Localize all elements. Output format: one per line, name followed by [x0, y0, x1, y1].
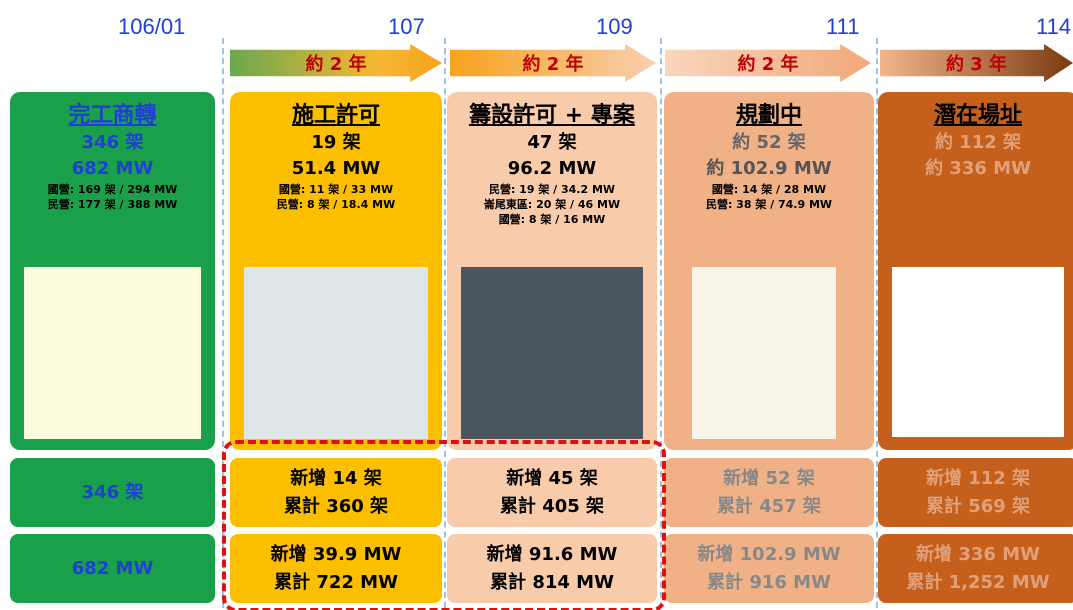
- year-label: 109: [596, 14, 633, 39]
- stage-card: 籌設許可 + 專案 47 架 96.2 MW 民營: 19 架 / 34.2 MW 崙尾…: [447, 92, 657, 450]
- stage-image: [892, 267, 1064, 437]
- highlight-frame: [222, 440, 666, 610]
- year-label: 107: [388, 14, 425, 39]
- stage-units: 19 架: [311, 132, 361, 153]
- divider: [876, 38, 878, 608]
- mw-line: 累計 814 MW: [490, 571, 614, 593]
- stage-detail: 民營: 177 架 / 388 MW: [47, 198, 178, 211]
- arrow: 約 3 年: [880, 44, 1073, 82]
- divider: [444, 38, 446, 608]
- stage-title: 籌設許可 + 專案: [469, 103, 635, 128]
- mw-line: 新增 102.9 MW: [697, 543, 841, 565]
- mw-line: 累計 1,252 MW: [906, 571, 1050, 593]
- divider: [660, 38, 662, 608]
- units-row-cell: 新增 45 架累計 405 架: [447, 458, 657, 527]
- units-line: 346 架: [81, 481, 144, 503]
- mw-row-cell: 682 MW: [10, 534, 215, 603]
- stage-card: 規劃中約 52 架約 102.9 MW 國營: 14 架 / 28 MW 民營: 3…: [664, 92, 874, 450]
- mw-line: 累計 916 MW: [707, 571, 831, 593]
- stage-detail: 國營: 8 架 / 16 MW: [498, 213, 606, 226]
- stage-mw: 51.4 MW: [291, 158, 381, 179]
- stage-units: 約 52 架: [732, 132, 806, 153]
- stage-title: 施工許可: [291, 103, 380, 128]
- arrow: 約 2 年: [450, 44, 656, 82]
- stage-mw: 96.2 MW: [507, 158, 597, 179]
- stage-detail: 民營: 8 架 / 18.4 MW: [276, 198, 396, 211]
- stage-detail: 國營: 169 架 / 294 MW: [47, 183, 178, 196]
- stage-card: 完工商轉 346 架 682 MW 國營: 169 架 / 294 MW 民營: 177…: [10, 92, 215, 450]
- mw-line: 新增 336 MW: [916, 543, 1040, 565]
- stage-units: 346 架: [81, 132, 144, 153]
- stage-image: [461, 267, 643, 439]
- stage-mw: 682 MW: [71, 158, 154, 179]
- mw-line: 682 MW: [71, 557, 154, 579]
- stage-card: 施工許可 19 架 51.4 MW 國營: 11 架 / 33 MW 民營: 8 架 /…: [230, 92, 442, 450]
- stage-detail: 民營: 38 架 / 74.9 MW: [705, 198, 833, 211]
- stage-image: [692, 267, 836, 439]
- mw-line: 新增 39.9 MW: [270, 543, 402, 565]
- units-line: 新增 14 架: [290, 467, 382, 489]
- year-label: 106/01: [118, 14, 186, 39]
- stage-detail: 崙尾東區: 20 架 / 46 MW: [483, 198, 621, 211]
- stage-detail: 民營: 19 架 / 34.2 MW: [488, 183, 616, 196]
- stage-detail: 國營: 14 架 / 28 MW: [711, 183, 827, 196]
- year-label: 114: [1036, 14, 1072, 39]
- mw-row-cell: 新增 336 MW 累計 1,252 MW: [878, 534, 1073, 603]
- units-line: 新增 112 架: [925, 467, 1031, 489]
- units-row-cell: 新增 14 架累計 360 架: [230, 458, 442, 527]
- arrow: 約 2 年: [230, 44, 442, 82]
- stage-title: 完工商轉: [68, 103, 157, 128]
- stage-title: 潛在場址: [933, 103, 1022, 128]
- units-row-cell: 新增 52 架累計 457 架: [664, 458, 874, 527]
- mw-line: 新增 91.6 MW: [486, 543, 618, 565]
- units-row-cell: 346 架: [10, 458, 215, 527]
- year-label: 111: [826, 14, 860, 39]
- units-line: 新增 52 架: [723, 467, 815, 489]
- stage-title: 規劃中: [735, 103, 802, 128]
- units-line: 累計 405 架: [499, 495, 605, 517]
- mw-row-cell: 新增 102.9 MW 累計 916 MW: [664, 534, 874, 603]
- mw-row-cell: 新增 91.6 MW 累計 814 MW: [447, 534, 657, 603]
- stage-mw: 約 102.9 MW: [706, 158, 832, 179]
- stage-image: [244, 267, 428, 439]
- arrow: 約 2 年: [665, 44, 871, 82]
- mw-line: 累計 722 MW: [274, 571, 398, 593]
- stage-card: 潛在場址約 112 架約 336 MW: [878, 92, 1073, 450]
- stage-units: 47 架: [527, 132, 577, 153]
- divider: [222, 38, 224, 608]
- units-line: 新增 45 架: [506, 467, 598, 489]
- units-line: 累計 360 架: [283, 495, 389, 517]
- stage-units: 約 112 架: [934, 132, 1022, 153]
- mw-row-cell: 新增 39.9 MW 累計 722 MW: [230, 534, 442, 603]
- units-line: 累計 457 架: [716, 495, 822, 517]
- units-line: 累計 569 架: [925, 495, 1031, 517]
- stage-detail: 國營: 11 架 / 33 MW: [278, 183, 394, 196]
- stage-image: [24, 267, 201, 439]
- stage-mw: 約 336 MW: [925, 158, 1031, 179]
- units-row-cell: 新增 112 架累計 569 架: [878, 458, 1073, 527]
